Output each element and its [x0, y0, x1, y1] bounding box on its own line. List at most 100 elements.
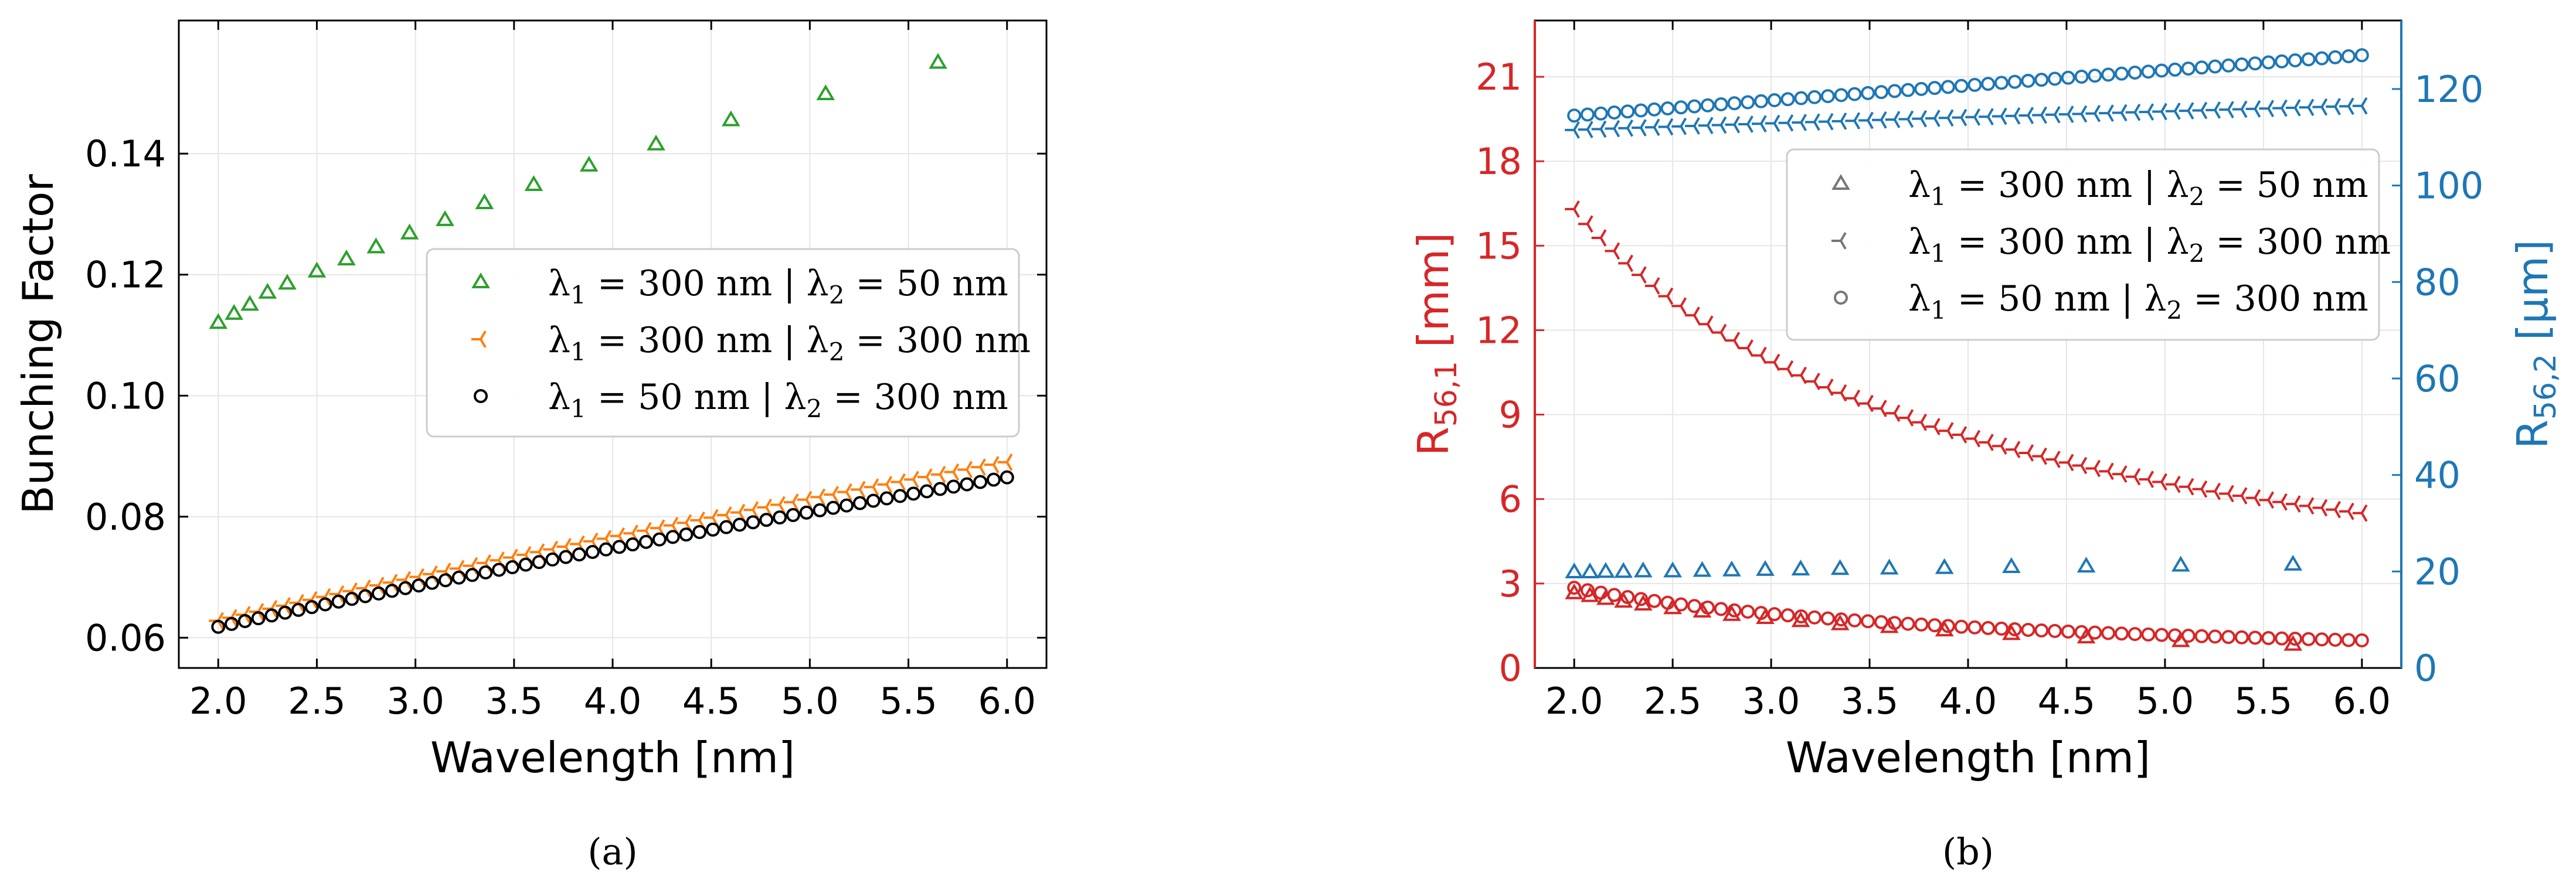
data-point	[971, 458, 986, 476]
data-point	[799, 505, 814, 520]
y-left-tick-label: 3	[1499, 562, 1522, 605]
data-point	[1765, 353, 1780, 371]
data-point	[225, 304, 244, 320]
legend-marker	[1834, 291, 1848, 305]
text-part: R	[2508, 420, 2557, 449]
text-part: λ	[1908, 278, 1931, 319]
data-point	[2221, 58, 2236, 73]
data-point	[1807, 90, 1822, 104]
data-point	[1792, 114, 1807, 131]
x-tick-label: 2.0	[189, 680, 247, 722]
data-point	[1954, 619, 1969, 634]
data-point	[2259, 491, 2275, 509]
data-point	[1994, 76, 2009, 90]
data-point	[1660, 101, 1675, 115]
data-point	[1580, 107, 1595, 122]
data-point	[1871, 111, 1887, 129]
data-point	[2002, 557, 2021, 573]
data-point	[1967, 620, 1982, 635]
data-point	[1591, 229, 1607, 247]
data-point	[1578, 121, 1593, 138]
data-point	[2061, 70, 2075, 85]
text-part: λ	[548, 263, 570, 304]
x-tick-label: 3.5	[1841, 680, 1899, 722]
x-tick-label: 4.0	[1939, 680, 1997, 722]
data-point	[2272, 99, 2288, 117]
data-point	[1618, 119, 1634, 137]
data-point	[1714, 97, 1728, 112]
data-point	[1901, 616, 1915, 631]
data-point	[2101, 67, 2116, 82]
data-point	[2058, 454, 2074, 472]
data-point	[2194, 629, 2209, 643]
data-point	[1738, 339, 1753, 357]
data-point	[1935, 621, 1954, 637]
data-point	[2058, 105, 2074, 123]
data-point	[732, 517, 747, 532]
data-point	[1605, 242, 1620, 260]
data-point	[2301, 52, 2316, 67]
data-point	[2315, 51, 2329, 66]
subscript: 1	[570, 337, 586, 366]
data-point	[1752, 346, 1767, 364]
data-point	[840, 498, 854, 513]
data-point	[1660, 595, 1675, 610]
data-point	[1698, 117, 1714, 135]
data-point	[1671, 297, 1687, 315]
legend-label: λ1 = 50 nm | λ2 = 300 nm	[1908, 278, 2368, 325]
data-point	[1805, 373, 1820, 390]
y-right-tick-label: 0	[2414, 647, 2437, 690]
data-point	[1831, 112, 1847, 130]
data-point	[1620, 104, 1635, 119]
data-point	[2085, 104, 2101, 122]
data-point	[307, 261, 327, 278]
data-point	[478, 565, 493, 579]
x-axis-label: Wavelength [nm]	[430, 733, 795, 782]
subscript: 2	[807, 394, 823, 423]
data-point	[211, 619, 226, 634]
data-point	[1591, 120, 1607, 138]
x-tick-label: 4.5	[682, 680, 740, 722]
data-point	[1794, 609, 1809, 623]
y-left-tick-label: 18	[1476, 140, 1522, 183]
data-point	[436, 562, 451, 580]
data-point	[665, 530, 680, 544]
data-point	[1941, 80, 1955, 94]
data-point	[2179, 102, 2194, 120]
data-point	[1633, 594, 1653, 611]
data-point	[371, 586, 386, 601]
data-point	[2141, 64, 2156, 79]
data-point	[973, 475, 988, 489]
data-point	[1887, 84, 1902, 98]
data-point	[893, 489, 908, 503]
data-point	[1647, 594, 1661, 608]
data-point	[1565, 562, 1584, 579]
text-part: = 300 nm | λ	[586, 320, 829, 361]
data-point	[1725, 115, 1741, 134]
subscript: 1	[570, 281, 586, 309]
data-point	[1581, 562, 1599, 579]
data-point	[2261, 630, 2276, 645]
data-point	[1607, 588, 1622, 602]
data-point	[2045, 451, 2061, 468]
data-point	[1887, 616, 1902, 630]
y-left-tick-label: 21	[1476, 56, 1522, 98]
data-point	[1912, 110, 1928, 128]
data-point	[585, 544, 600, 559]
y-tick-label: 0.12	[85, 254, 166, 296]
data-point	[2299, 497, 2315, 515]
legend-label: λ1 = 300 nm | λ2 = 50 nm	[1908, 165, 2368, 211]
data-point	[1727, 96, 1742, 111]
data-point	[852, 496, 867, 510]
data-point	[1658, 118, 1674, 136]
data-point	[1952, 108, 1967, 127]
data-point	[2007, 74, 2022, 89]
data-point	[475, 193, 494, 209]
data-point	[879, 491, 894, 506]
text-part: λ	[1908, 165, 1931, 206]
data-point	[278, 605, 293, 620]
data-point	[2328, 632, 2343, 647]
data-point	[929, 53, 947, 69]
data-point	[451, 570, 466, 585]
data-point	[2192, 480, 2208, 498]
